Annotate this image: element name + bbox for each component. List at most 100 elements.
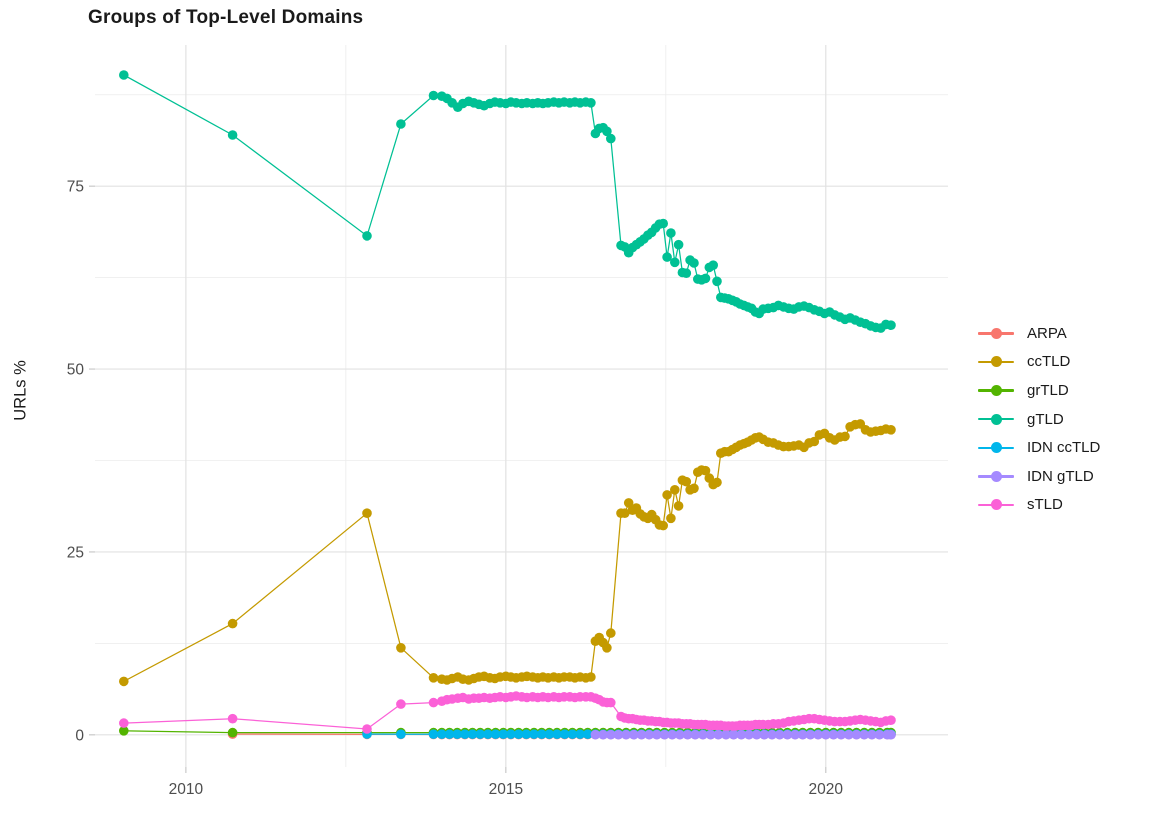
x-tick-label: 2015 bbox=[489, 781, 523, 798]
data-point bbox=[621, 729, 631, 740]
data-point bbox=[797, 729, 808, 740]
data-point bbox=[673, 501, 684, 511]
legend-item-idn-gtld: IDN gTLD bbox=[978, 462, 1100, 491]
data-point bbox=[606, 729, 616, 740]
data-point bbox=[728, 729, 739, 740]
legend-item-idn-cctld: IDN ccTLD bbox=[978, 433, 1100, 462]
data-point bbox=[362, 508, 372, 518]
legend-label: grTLD bbox=[1027, 381, 1069, 399]
legend-key-dot bbox=[991, 499, 1002, 511]
y-tick-label: 25 bbox=[67, 544, 84, 561]
data-point bbox=[498, 729, 509, 739]
data-point bbox=[662, 252, 672, 262]
data-point bbox=[636, 729, 647, 740]
x-tick-label: 2020 bbox=[809, 781, 844, 798]
data-point bbox=[444, 729, 455, 739]
data-point bbox=[606, 133, 616, 144]
data-point bbox=[467, 729, 478, 739]
data-point bbox=[396, 119, 406, 129]
data-point bbox=[644, 729, 654, 740]
data-point bbox=[805, 729, 816, 740]
legend-key-dot bbox=[991, 470, 1002, 482]
data-series bbox=[119, 70, 896, 740]
data-point bbox=[506, 729, 516, 739]
data-point bbox=[844, 729, 854, 740]
data-point bbox=[521, 729, 532, 739]
data-point bbox=[658, 520, 668, 531]
legend-key-icon bbox=[978, 466, 1014, 486]
data-point bbox=[886, 320, 896, 331]
data-point bbox=[713, 729, 724, 740]
legend-key-dot bbox=[991, 413, 1002, 425]
minor-gridlines bbox=[95, 45, 948, 767]
data-point bbox=[428, 90, 439, 101]
legend-label: ccTLD bbox=[1027, 353, 1071, 371]
data-point bbox=[744, 729, 754, 740]
data-point bbox=[119, 718, 129, 728]
y-tick-label: 0 bbox=[75, 727, 84, 744]
legend-key-dot bbox=[991, 356, 1002, 368]
data-point bbox=[736, 729, 747, 740]
data-point bbox=[437, 729, 447, 739]
data-point bbox=[874, 729, 885, 740]
data-point bbox=[886, 425, 896, 435]
data-point bbox=[227, 618, 238, 629]
data-point bbox=[428, 673, 439, 683]
data-point bbox=[575, 729, 585, 739]
legend-label: sTLD bbox=[1027, 496, 1063, 514]
data-point bbox=[681, 476, 692, 487]
legend-key-dot bbox=[991, 327, 1002, 339]
data-point bbox=[659, 729, 670, 740]
data-point bbox=[586, 672, 596, 682]
data-point bbox=[119, 676, 129, 687]
data-point bbox=[396, 699, 406, 709]
data-point bbox=[840, 431, 850, 442]
data-point bbox=[682, 729, 693, 740]
series-line bbox=[123, 74, 892, 329]
data-point bbox=[652, 729, 662, 740]
data-point bbox=[670, 485, 680, 495]
data-point bbox=[623, 498, 634, 508]
data-point bbox=[602, 126, 612, 137]
legend-label: gTLD bbox=[1027, 410, 1064, 428]
data-point bbox=[613, 729, 624, 740]
data-point bbox=[475, 729, 486, 739]
data-point bbox=[227, 130, 238, 140]
data-point bbox=[483, 729, 493, 739]
legend: ARPA ccTLD grTLD gTLD IDN ccTLD IDN gTLD sTLD bbox=[978, 319, 1100, 519]
data-point bbox=[673, 239, 684, 250]
data-point bbox=[452, 729, 463, 739]
legend-item-cctld: ccTLD bbox=[978, 348, 1100, 377]
data-point bbox=[396, 643, 406, 653]
data-point bbox=[712, 276, 722, 287]
legend-label: IDN ccTLD bbox=[1027, 439, 1101, 457]
data-point bbox=[700, 465, 711, 476]
data-point bbox=[721, 729, 731, 740]
y-tick-label: 75 bbox=[67, 179, 84, 196]
data-point bbox=[552, 729, 562, 739]
data-point bbox=[590, 729, 601, 740]
data-point bbox=[362, 724, 372, 734]
data-point bbox=[662, 490, 672, 500]
data-point bbox=[667, 729, 677, 740]
data-point bbox=[813, 729, 823, 740]
legend-item-stld: sTLD bbox=[978, 491, 1100, 520]
legend-key-icon bbox=[978, 438, 1014, 458]
data-point bbox=[602, 643, 612, 653]
legend-item-grtld: grTLD bbox=[978, 376, 1100, 405]
legend-key-icon bbox=[978, 352, 1014, 372]
data-point bbox=[708, 260, 718, 271]
data-point bbox=[606, 697, 616, 708]
data-point bbox=[774, 729, 785, 740]
data-point bbox=[629, 729, 639, 740]
legend-key-dot bbox=[991, 442, 1002, 454]
data-point bbox=[119, 726, 129, 736]
data-point bbox=[828, 729, 839, 740]
data-point bbox=[698, 729, 708, 740]
axis-tick-labels: 2010 2015 2020 0 25 50 75 bbox=[67, 179, 844, 798]
data-point bbox=[851, 729, 862, 740]
data-point bbox=[396, 729, 406, 739]
chart-title: Groups of Top-Level Domains bbox=[88, 7, 364, 28]
